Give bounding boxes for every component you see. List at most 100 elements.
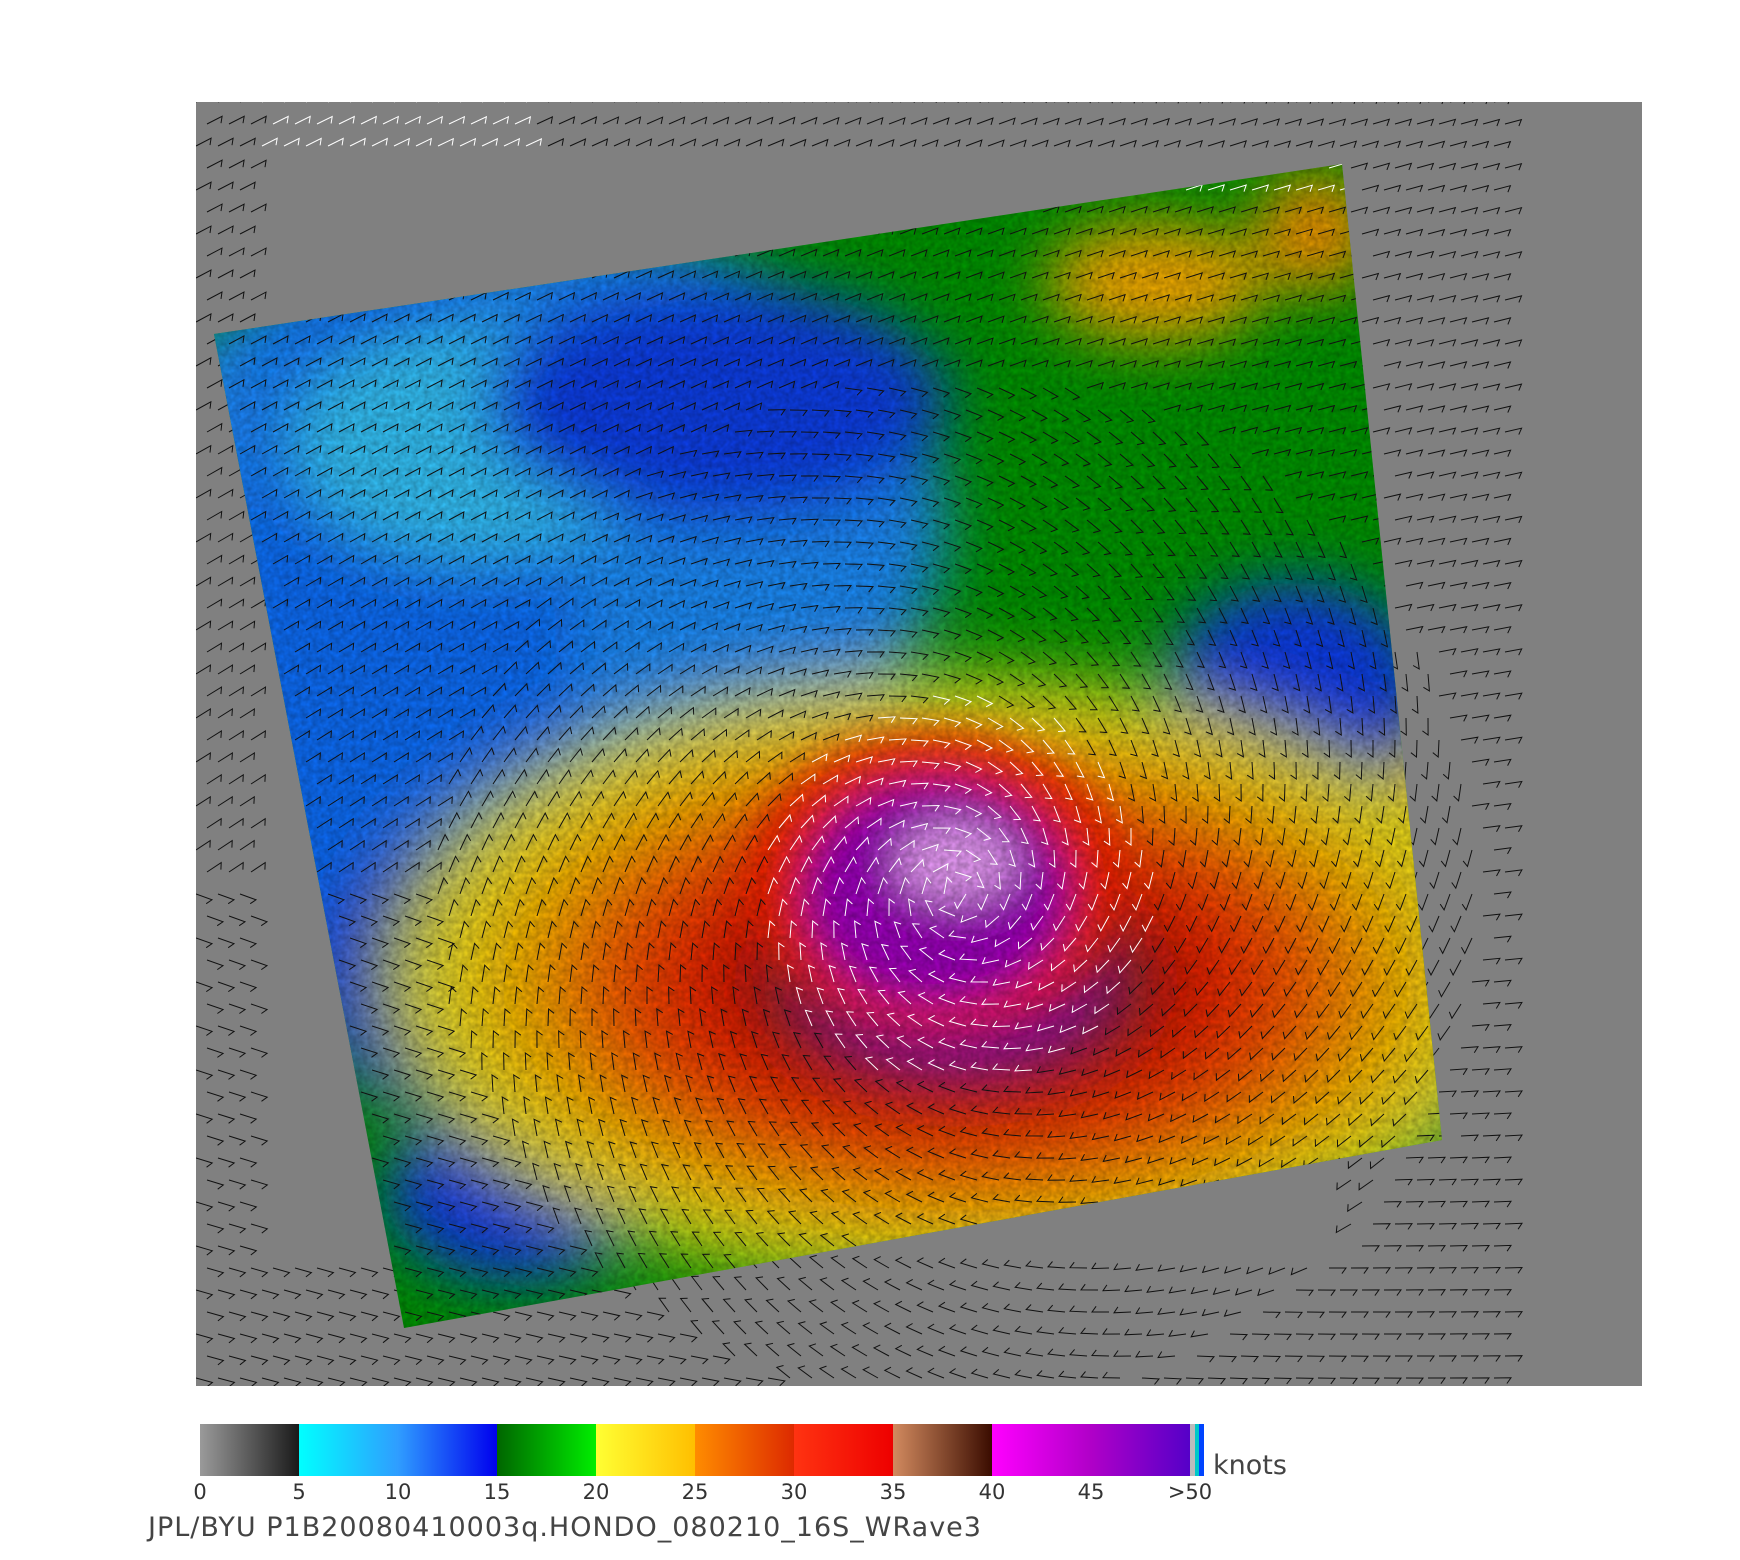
wind-barb [844, 563, 863, 571]
wind-barb [1127, 783, 1136, 802]
wind-barb [899, 358, 917, 367]
wind-barb [1438, 383, 1457, 391]
wind-barb [844, 775, 861, 785]
wind-barb [888, 779, 907, 788]
wind-barb [1383, 449, 1402, 457]
wind-barb [437, 981, 456, 992]
wind-barb [777, 1188, 791, 1203]
wind-barb [206, 1267, 225, 1278]
wind-barb [745, 666, 763, 675]
wind-barb [624, 986, 632, 1005]
wind-barb [327, 357, 344, 367]
wind-barb [895, 1079, 912, 1093]
wind-barb [327, 620, 344, 631]
wind-barb [616, 1207, 626, 1225]
wind-barb [1504, 1311, 1523, 1318]
wind-barb [1031, 761, 1044, 776]
wind-barb [448, 554, 465, 565]
wind-barb [1020, 607, 1037, 621]
wind-barb [778, 688, 796, 697]
wind-barb [1130, 475, 1145, 490]
wind-barb [1239, 651, 1248, 669]
wind-barb [591, 313, 609, 323]
wind-barb [1240, 118, 1258, 126]
wind-barb [1278, 783, 1286, 802]
wind-barb [1361, 184, 1380, 193]
wind-barb [778, 646, 797, 654]
wind-barb [954, 337, 972, 345]
wind-barb [1377, 761, 1385, 781]
wind-barb [1020, 117, 1038, 126]
wind-barb [1095, 959, 1110, 974]
wind-barb [1225, 761, 1233, 780]
wind-barb [866, 607, 886, 615]
wind-barb [470, 1135, 489, 1146]
wind-barb [789, 409, 808, 417]
wind-barb [514, 1030, 522, 1049]
wind-barb [547, 964, 556, 983]
wind-barb [1174, 475, 1188, 490]
wind-barb [1141, 585, 1154, 601]
wind-barb [1428, 1377, 1446, 1384]
wind-barb [1482, 251, 1501, 259]
wind-barb [1003, 1347, 1022, 1357]
wind-barb [338, 1355, 357, 1366]
wind-barb [371, 1113, 390, 1124]
wind-barb [404, 1355, 423, 1365]
wind-barb [1438, 692, 1457, 700]
wind-barb [1339, 1377, 1358, 1385]
wind-barb [1119, 316, 1137, 324]
wind-barb [808, 1343, 824, 1357]
wind-barb [393, 752, 409, 763]
wind-barb [1025, 1304, 1044, 1313]
wind-barb [744, 964, 752, 983]
wind-barb [866, 651, 885, 658]
wind-barb [1185, 585, 1197, 601]
wind-barb [1438, 1355, 1457, 1362]
wind-barb [1042, 249, 1060, 258]
wind-barb [558, 812, 571, 829]
wind-barb [808, 1254, 824, 1269]
wind-barb [1416, 471, 1435, 479]
wind-barb [959, 1126, 978, 1137]
wind-barb [360, 730, 377, 741]
wind-barb [1361, 1377, 1380, 1385]
wind-barb [1218, 475, 1231, 491]
wind-barb [294, 1355, 313, 1366]
wind-barb [1243, 849, 1253, 868]
wind-barb [1185, 140, 1203, 148]
wind-barb [1273, 316, 1292, 325]
wind-barb [1361, 228, 1380, 237]
wind-barb [954, 563, 973, 575]
wind-barb [382, 1355, 401, 1366]
wind-barb [628, 1185, 637, 1203]
wind-barb [1086, 475, 1102, 489]
wind-barb [1042, 117, 1060, 126]
wind-barb [206, 291, 223, 301]
wind-barb [767, 920, 776, 939]
wind-barb [1290, 1267, 1308, 1276]
wind-barb [833, 627, 852, 635]
wind-barb [492, 423, 509, 433]
wind-barb [877, 798, 895, 807]
wind-barb [228, 1311, 247, 1322]
wind-barb [1141, 227, 1159, 236]
wind-barb [1322, 783, 1330, 803]
wind-barb [371, 1069, 390, 1080]
wind-barb [833, 453, 852, 462]
wind-barb [404, 379, 421, 389]
wind-barb [1381, 1135, 1396, 1149]
wind-barb [1471, 405, 1490, 413]
wind-barb [1086, 381, 1104, 390]
wind-barb [1229, 915, 1242, 933]
wind-barb [316, 422, 333, 433]
wind-barb [1031, 359, 1049, 368]
wind-barb [994, 871, 1001, 890]
wind-barb [1262, 338, 1281, 347]
wind-barb [393, 576, 410, 587]
wind-barb [675, 1052, 683, 1071]
wind-barb [437, 1113, 456, 1124]
wind-barb [789, 539, 808, 547]
wind-barb [888, 695, 907, 703]
wind-barb [360, 379, 377, 389]
